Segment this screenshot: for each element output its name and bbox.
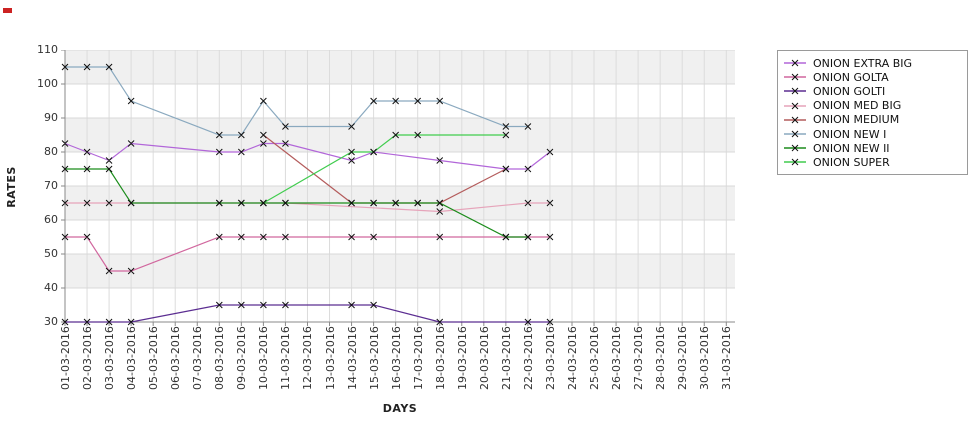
x-tick-label: 17-03-2016 — [411, 326, 425, 390]
legend-swatch-line-icon — [784, 88, 806, 95]
legend-swatch-line-icon — [784, 59, 806, 67]
legend-swatch-line-icon — [784, 130, 806, 138]
legend-label: ONION GOLTI — [813, 84, 886, 98]
x-tick-label: 09-03-2016 — [235, 326, 249, 390]
legend-label: ONION GOLTA — [813, 70, 889, 84]
x-tick-label: 01-03-2016 — [59, 326, 72, 390]
x-tick-label: 08-03-2016 — [213, 326, 227, 390]
plot-band — [65, 50, 735, 84]
legend-item: ONION MED BIG — [784, 99, 967, 113]
y-tick-label: 70 — [44, 179, 58, 192]
plot-band — [65, 152, 735, 186]
legend-swatch-line-icon — [784, 73, 806, 81]
legend-label: ONION NEW II — [813, 141, 890, 155]
x-tick-label: 24-03-2016 — [565, 326, 579, 390]
x-tick-label: 20-03-2016 — [477, 326, 491, 390]
plot-band — [65, 288, 735, 322]
legend: ONION EXTRA BIG ONION GOLTA ONION GOLTI ONI… — [777, 50, 968, 175]
series-line — [263, 134, 506, 204]
x-tick-label: 18-03-2016 — [433, 326, 447, 390]
x-tick-label: 19-03-2016 — [455, 326, 469, 390]
x-tick-label: 13-03-2016 — [323, 326, 337, 390]
y-tick-label: 60 — [44, 213, 58, 226]
y-tick-label: 30 — [44, 315, 58, 328]
legend-label: ONION NEW I — [813, 127, 887, 141]
x-tick-label: 05-03-2016 — [147, 326, 161, 390]
x-tick-label: 31-03-2016 — [720, 326, 734, 390]
legend-item: ONION GOLTI — [784, 84, 967, 98]
x-tick-label: 29-03-2016 — [676, 326, 690, 390]
legend-swatch-line-icon — [784, 116, 806, 124]
legend-label: ONION EXTRA BIG — [813, 56, 913, 70]
series-line — [65, 236, 550, 272]
x-tick-label: 14-03-2016 — [345, 326, 359, 390]
plot-area — [61, 49, 739, 334]
legend-swatch-line-icon — [784, 144, 806, 152]
legend-item: ONION NEW II — [784, 141, 967, 155]
legend-label: ONION SUPER — [813, 155, 890, 169]
series-markers — [61, 301, 554, 326]
x-tick-label: 15-03-2016 — [367, 326, 381, 390]
x-tick-label: 28-03-2016 — [654, 326, 668, 390]
x-tick-label: 23-03-2016 — [543, 326, 557, 390]
x-tick-label: 26-03-2016 — [610, 326, 624, 390]
x-tick-label: 02-03-2016 — [81, 326, 95, 390]
y-tick-label: 80 — [44, 145, 58, 158]
y-tick-label: 100 — [37, 77, 58, 90]
legend-item: ONION NEW I — [784, 127, 967, 141]
x-tick-label: 10-03-2016 — [257, 326, 271, 390]
series-markers — [260, 131, 510, 207]
plot-band — [65, 254, 735, 288]
x-tick-label: 30-03-2016 — [698, 326, 712, 390]
y-tick-label: 50 — [44, 247, 58, 260]
legend-item: ONION GOLTA — [784, 70, 967, 84]
x-tick-label: 06-03-2016 — [169, 326, 183, 390]
red-corner-mark — [3, 8, 12, 13]
x-tick-label: 12-03-2016 — [301, 326, 315, 390]
x-axis-title: DAYS — [382, 402, 418, 415]
x-tick-label: 21-03-2016 — [499, 326, 513, 390]
y-tick-label: 110 — [37, 43, 58, 56]
x-tick-label: 03-03-2016 — [103, 326, 117, 390]
line-chart-canvas — [61, 49, 735, 326]
x-tick-label: 07-03-2016 — [191, 326, 205, 390]
x-tick-label: 16-03-2016 — [389, 326, 403, 390]
legend-swatch-line-icon — [784, 159, 806, 166]
series-markers — [61, 63, 532, 139]
legend-item: ONION EXTRA BIG — [784, 56, 967, 70]
legend-label: ONION MED BIG — [813, 99, 902, 113]
y-tick-label: 90 — [44, 111, 58, 124]
x-tick-label: 11-03-2016 — [279, 326, 293, 390]
x-tick-label: 04-03-2016 — [125, 326, 139, 390]
x-tick-label: 25-03-2016 — [588, 326, 602, 390]
legend-item: ONION MEDIUM — [784, 113, 967, 127]
x-tick-label: 27-03-2016 — [632, 326, 646, 390]
legend-label: ONION MEDIUM — [813, 113, 900, 127]
x-tick-label: 22-03-2016 — [521, 326, 535, 390]
y-axis-title: RATES — [5, 166, 18, 208]
legend-item: ONION SUPER — [784, 155, 967, 169]
legend-swatch-line-icon — [784, 102, 806, 110]
y-tick-label: 40 — [44, 281, 58, 294]
